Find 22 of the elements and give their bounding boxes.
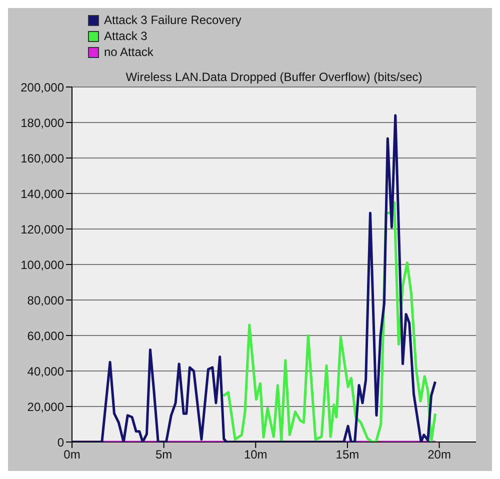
y-tick-label: 100,000 xyxy=(20,258,64,272)
legend-label: Attack 3 Failure Recovery xyxy=(104,13,242,27)
y-tick-label: 20,000 xyxy=(27,400,64,414)
chart-title: Wireless LAN.Data Dropped (Buffer Overflow) (bits/sec) xyxy=(124,70,424,84)
x-tick-label: 5m xyxy=(155,448,172,462)
line-series xyxy=(72,114,436,442)
x-tick-label: 15m xyxy=(336,448,360,462)
x-tick-label: 20m xyxy=(428,448,451,462)
y-tick-label: 40,000 xyxy=(27,364,64,378)
legend-label: no Attack xyxy=(104,45,154,59)
y-tick-label: 80,000 xyxy=(27,293,64,308)
y-tick-label: 120,000 xyxy=(20,222,64,236)
y-tick-label: 60,000 xyxy=(27,328,64,343)
x-tick-label: 10m xyxy=(244,448,268,462)
y-tick-label: 140,000 xyxy=(20,186,64,201)
y-tick-label: 0 xyxy=(57,435,64,450)
x-tick-label: 0m xyxy=(64,448,80,462)
y-tick-label: 180,000 xyxy=(20,116,64,130)
legend-label: Attack 3 xyxy=(104,29,148,43)
line-series xyxy=(222,201,436,442)
y-tick-label: 160,000 xyxy=(20,151,64,166)
y-tick-label: 200,000 xyxy=(20,80,64,94)
